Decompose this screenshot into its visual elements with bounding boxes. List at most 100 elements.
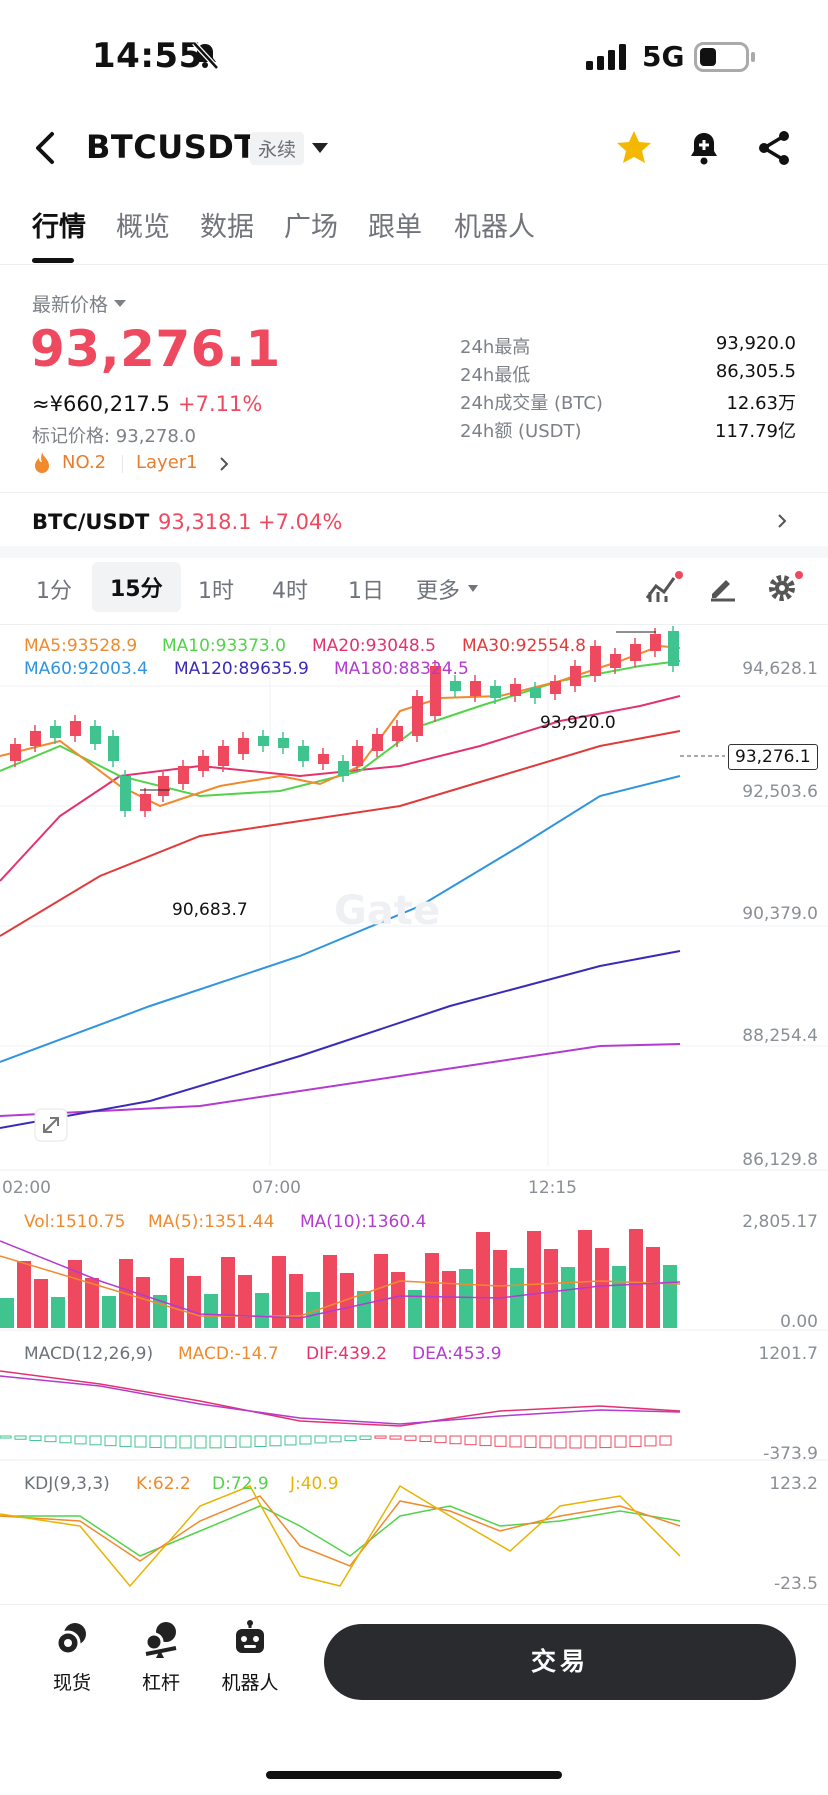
- fire-icon: [35, 452, 49, 473]
- bell-muted-icon: [192, 41, 219, 70]
- draw-pencil-icon[interactable]: [708, 572, 738, 602]
- k-value: K:62.2: [136, 1474, 191, 1494]
- kdj-k-line: [0, 1495, 681, 1567]
- nav-margin[interactable]: 杠杆: [116, 1620, 206, 1695]
- candle-body: [108, 736, 119, 761]
- latest-price-label[interactable]: 最新价格: [32, 294, 109, 316]
- interval-1d[interactable]: 1日: [348, 579, 384, 604]
- settings-gear-icon[interactable]: [766, 570, 806, 604]
- watermark-logo: Gate: [334, 888, 441, 934]
- status-time: 14:55: [92, 36, 203, 76]
- stat-label-turnover: 24h额 (USDT): [460, 421, 582, 442]
- macd-y-tick: -373.9: [763, 1444, 818, 1464]
- ma180-legend: MA180:88324.5: [334, 659, 469, 679]
- spot-pair-label[interactable]: BTC/USDT: [32, 510, 150, 534]
- macd-histogram-bar: [224, 1435, 237, 1449]
- y-tick: 88,254.4: [742, 1026, 818, 1046]
- candle-body: [570, 666, 581, 686]
- volume-bar: [187, 1276, 201, 1328]
- macd-value: MACD:-14.7: [178, 1344, 279, 1364]
- contract-type-badge: 永续: [250, 132, 305, 165]
- macd-histogram-bar: [344, 1435, 357, 1442]
- tab-overview[interactable]: 概览: [116, 212, 170, 243]
- star-icon[interactable]: [614, 128, 654, 168]
- candle-body: [10, 744, 21, 761]
- expand-icon[interactable]: [34, 1108, 68, 1142]
- macd-histogram-bar: [209, 1435, 222, 1449]
- volume-bar: [459, 1269, 473, 1328]
- macd-histogram-bar: [659, 1435, 672, 1446]
- macd-histogram-bar: [554, 1435, 567, 1449]
- kline-chart[interactable]: [0, 626, 828, 1606]
- rank-badge[interactable]: NO.2: [62, 452, 107, 473]
- volume-bar: [442, 1271, 456, 1328]
- interval-15m[interactable]: 15分: [92, 562, 181, 612]
- tab-market[interactable]: 行情: [32, 212, 86, 243]
- macd-histogram-bar: [359, 1435, 372, 1440]
- candle-body: [430, 666, 441, 716]
- macd-histogram-bar: [434, 1435, 447, 1444]
- indicator-icon[interactable]: [644, 570, 684, 604]
- kdj-title: KDJ(9,3,3): [24, 1474, 110, 1494]
- volume-bar: [340, 1273, 354, 1328]
- trade-button[interactable]: 交易: [324, 1624, 796, 1700]
- volume-bar: [612, 1266, 626, 1328]
- volume-bar: [561, 1267, 575, 1328]
- interval-4h[interactable]: 4时: [272, 579, 308, 604]
- volume-bar: [306, 1292, 320, 1328]
- volume-bar: [238, 1275, 252, 1328]
- ma10-legend: MA10:93373.0: [162, 636, 286, 656]
- spot-pair-chevron-icon[interactable]: [776, 512, 788, 530]
- alert-bell-icon[interactable]: [684, 128, 724, 168]
- dif-line: [0, 1370, 681, 1427]
- chart-top-divider: [0, 624, 828, 625]
- tab-square[interactable]: 广场: [284, 212, 338, 243]
- back-icon[interactable]: [30, 128, 60, 168]
- macd-histogram-bar: [269, 1435, 282, 1447]
- volume-bar: [34, 1279, 48, 1328]
- y-tick: 92,503.6: [742, 782, 818, 802]
- interval-more-caret-icon[interactable]: [468, 585, 478, 592]
- tabs-divider: [0, 264, 828, 265]
- candle-body: [392, 726, 403, 741]
- macd-title: MACD(12,26,9): [24, 1344, 154, 1364]
- category-tag[interactable]: Layer1: [136, 452, 198, 473]
- candle-body: [338, 761, 349, 776]
- interval-more[interactable]: 更多: [416, 579, 461, 604]
- vol-ma10-line: [0, 1240, 681, 1319]
- kdj-y-tick: 123.2: [769, 1474, 818, 1494]
- tab-bots[interactable]: 机器人: [454, 212, 535, 243]
- share-icon[interactable]: [754, 128, 794, 168]
- kdj-d-line: [0, 1505, 681, 1557]
- interval-1m[interactable]: 1分: [36, 579, 72, 604]
- vol-ma5-line: [0, 1255, 681, 1317]
- candle-body: [70, 721, 81, 736]
- tab-data[interactable]: 数据: [200, 212, 254, 243]
- vol-y-tick: 2,805.17: [742, 1212, 818, 1232]
- tab-copy-trading[interactable]: 跟单: [368, 212, 422, 243]
- network-type: 5G: [642, 40, 685, 73]
- macd-histogram-bar: [374, 1435, 387, 1439]
- volume-bar: [629, 1229, 643, 1328]
- ma60-legend: MA60:92003.4: [24, 659, 148, 679]
- stat-label-low: 24h最低: [460, 365, 531, 386]
- ma5-legend: MA5:93528.9: [24, 636, 138, 656]
- interval-1h[interactable]: 1时: [198, 579, 234, 604]
- symbol-dropdown-icon[interactable]: [312, 143, 328, 153]
- d-value: D:72.9: [212, 1474, 269, 1494]
- volume-bar: [476, 1232, 490, 1328]
- macd-histogram-bar: [599, 1435, 612, 1449]
- volume-bar: [493, 1250, 507, 1328]
- macd-histogram-bar: [644, 1435, 657, 1447]
- volume-bar: [408, 1290, 422, 1328]
- latest-price-dropdown-icon[interactable]: [114, 300, 126, 307]
- chevron-right-icon[interactable]: [218, 455, 230, 473]
- macd-histogram-bar: [194, 1435, 207, 1449]
- candle-body: [298, 746, 309, 761]
- symbol-title[interactable]: BTCUSDT: [86, 128, 257, 166]
- mark-price: 标记价格: 93,278.0: [32, 426, 196, 447]
- volume-bar: [136, 1277, 150, 1328]
- nav-bots[interactable]: 机器人: [205, 1620, 295, 1695]
- spot-coins-icon: [55, 1623, 86, 1656]
- nav-spot[interactable]: 现货: [27, 1620, 117, 1695]
